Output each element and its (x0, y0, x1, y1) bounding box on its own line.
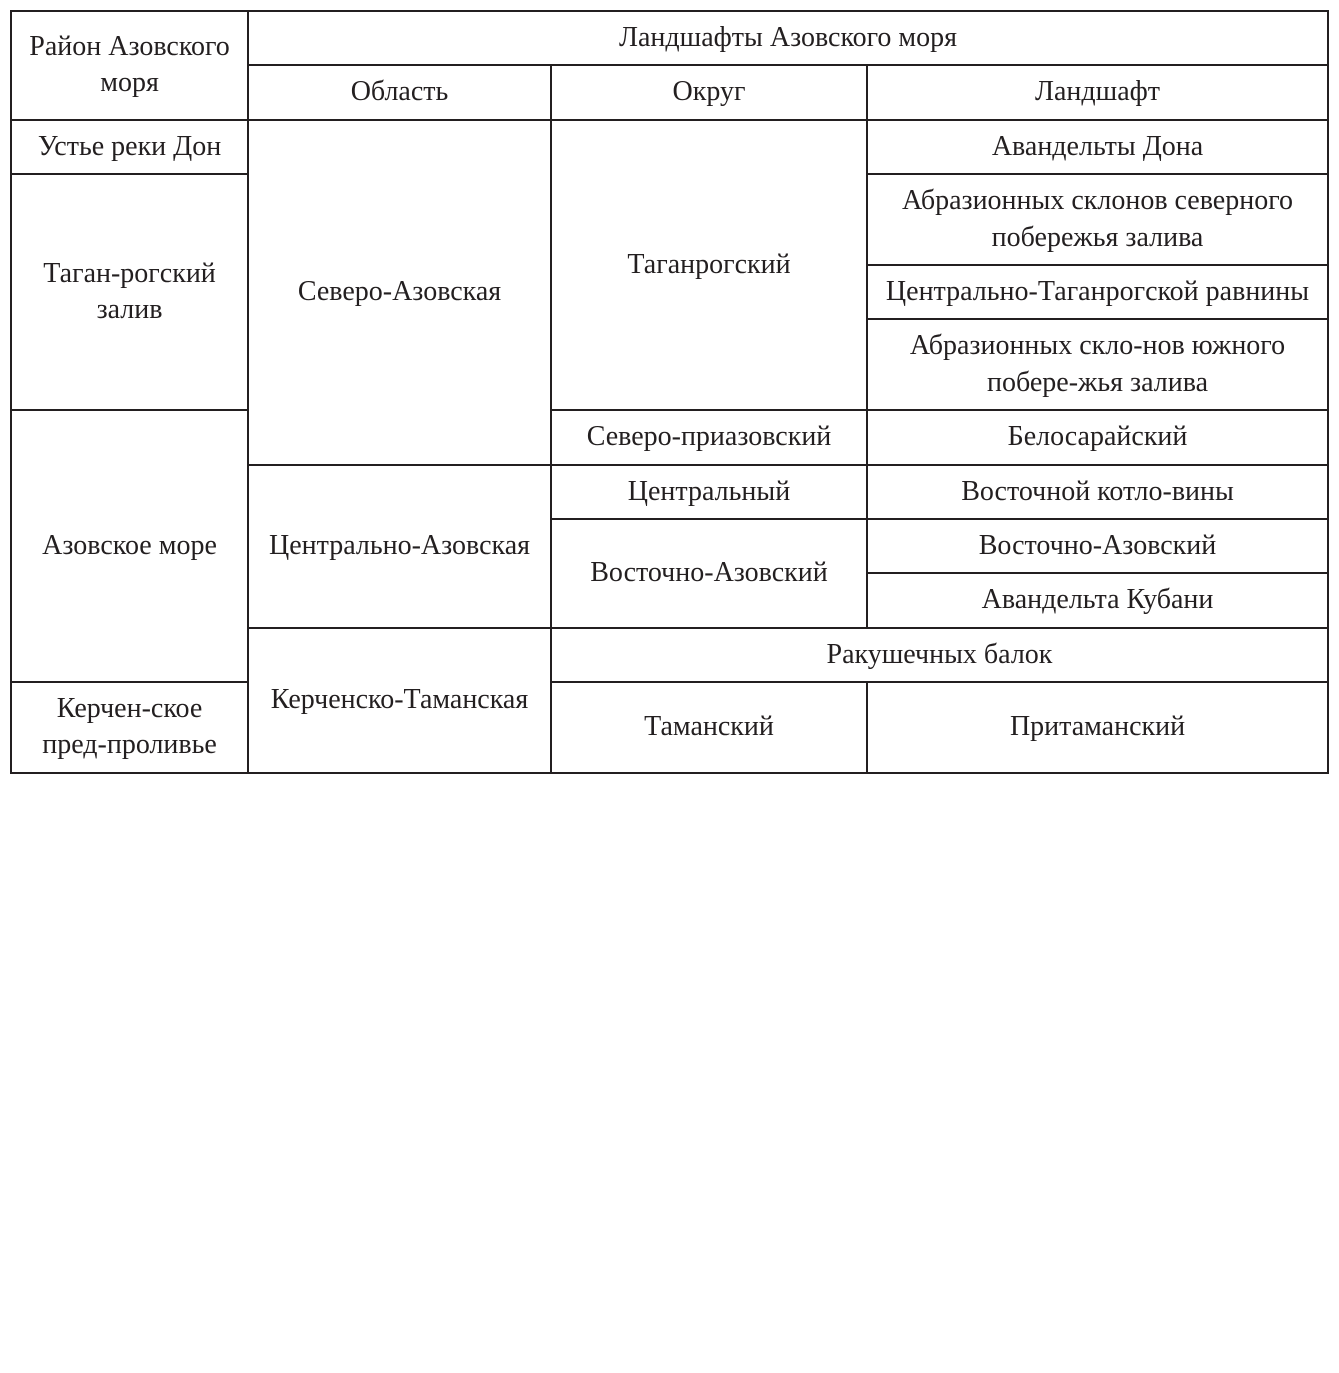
header-group: Ландшафты Азовского моря (248, 11, 1328, 65)
landscape-cell: Абразионных склонов северного побережья … (867, 174, 1328, 265)
okrug-cell: Центральный (551, 465, 867, 519)
district-cell: Азовское море (11, 410, 248, 682)
landscape-cell: Восточно-Азовский (867, 519, 1328, 573)
merged-landscape-cell: Ракушечных балок (551, 628, 1328, 682)
okrug-cell: Таганрогский (551, 120, 867, 410)
landscape-cell: Притаманский (867, 682, 1328, 773)
header-landscape: Ландшафт (867, 65, 1328, 119)
header-row-1: Район Азовского моря Ландшафты Азовского… (11, 11, 1328, 65)
district-cell: Таган-рогский залив (11, 174, 248, 410)
table-row: Азовское море Северо-приазовский Белосар… (11, 410, 1328, 464)
oblast-cell: Северо-Азовская (248, 120, 551, 465)
header-oblast: Область (248, 65, 551, 119)
header-district: Район Азовского моря (11, 11, 248, 120)
landscape-cell: Авандельты Дона (867, 120, 1328, 174)
table-row: Устье реки Дон Северо-Азовская Таганрогс… (11, 120, 1328, 174)
okrug-cell: Северо-приазовский (551, 410, 867, 464)
azov-landscapes-table: Район Азовского моря Ландшафты Азовского… (10, 10, 1329, 774)
table-row: Керчен-ское пред-проливье Таманский Прит… (11, 682, 1328, 773)
okrug-cell: Восточно-Азовский (551, 519, 867, 628)
landscape-cell: Абразионных скло-нов южного побере-жья з… (867, 319, 1328, 410)
okrug-cell: Таманский (551, 682, 867, 773)
oblast-cell: Керченско-Таманская (248, 628, 551, 773)
landscape-cell: Восточной котло-вины (867, 465, 1328, 519)
landscape-cell: Белосарайский (867, 410, 1328, 464)
landscape-cell: Центрально-Таганрогской равнины (867, 265, 1328, 319)
district-cell: Керчен-ское пред-проливье (11, 682, 248, 773)
landscape-cell: Авандельта Кубани (867, 573, 1328, 627)
header-okrug: Округ (551, 65, 867, 119)
district-cell: Устье реки Дон (11, 120, 248, 174)
oblast-cell: Центрально-Азовская (248, 465, 551, 628)
